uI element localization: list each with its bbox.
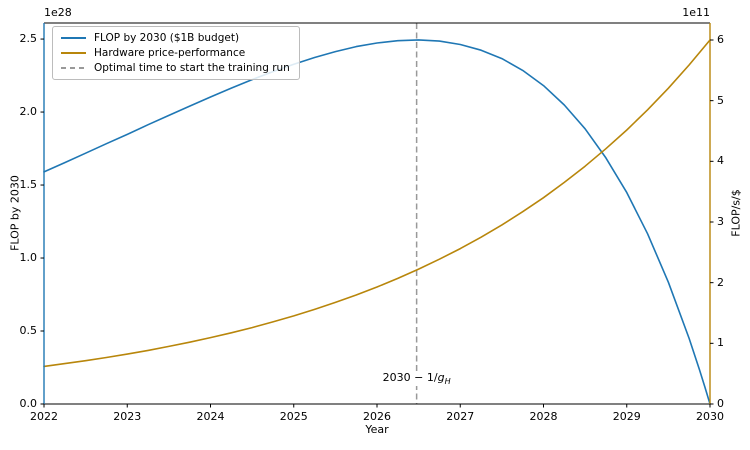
left-axis-offset-text: 1e28 <box>44 6 72 19</box>
legend-label: Hardware price-performance <box>94 47 246 59</box>
series-line-0 <box>43 39 711 405</box>
right-axis-offset-text: 1e11 <box>682 6 710 19</box>
legend-label: FLOP by 2030 ($1B budget) <box>94 32 240 44</box>
legend-line-swatch-gold <box>61 52 86 54</box>
series-line-1 <box>43 39 711 368</box>
legend-item-hardware: Hardware price-performance <box>61 47 290 59</box>
annotation-variable: g <box>437 371 445 385</box>
legend: FLOP by 2030 ($1B budget) Hardware price… <box>52 26 300 80</box>
legend-label: Optimal time to start the training run <box>94 62 290 74</box>
right-y-axis-label: FLOP/s/$ <box>729 189 743 237</box>
legend-item-optimal-time: Optimal time to start the training run <box>61 62 290 74</box>
annotation-prefix: 2030 − 1/ <box>382 371 438 385</box>
legend-line-swatch-blue <box>61 37 86 39</box>
legend-item-flop: FLOP by 2030 ($1B budget) <box>61 32 290 44</box>
optimal-time-annotation: 2030 − 1/gH <box>380 371 453 387</box>
legend-line-swatch-dashed <box>61 67 86 69</box>
annotation-subscript: H <box>444 377 451 387</box>
left-y-axis-label: FLOP by 2030 <box>8 175 22 251</box>
x-axis-label: Year <box>365 423 389 436</box>
